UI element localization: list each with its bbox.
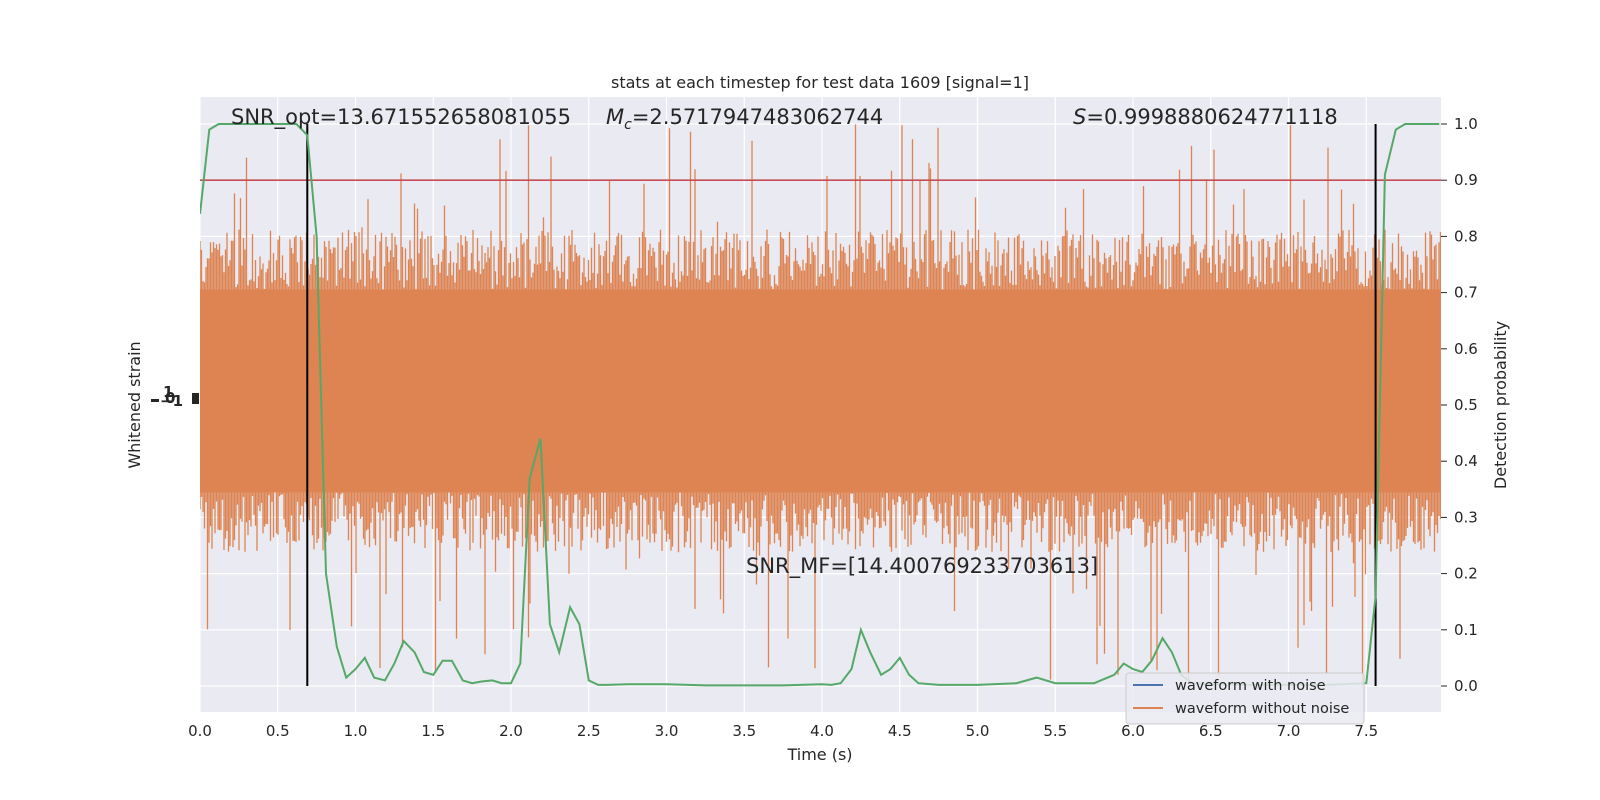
snr-mf-annotation: SNR_MF=[14.400769233703613] xyxy=(746,554,1098,579)
y-right-tick-label: 0.8 xyxy=(1454,227,1478,245)
x-tick-label: 6.5 xyxy=(1199,722,1223,740)
x-tick-label: 2.0 xyxy=(499,722,523,740)
y-right-tick-label: 0.6 xyxy=(1454,340,1478,358)
detection-probability-line xyxy=(200,123,1440,687)
x-tick-label: 1.0 xyxy=(344,722,368,740)
y-right-tick-label: 0.0 xyxy=(1454,677,1478,695)
snr-opt-annotation: SNR_opt=13.671552658081055 xyxy=(231,105,571,130)
x-tick-label: 4.5 xyxy=(888,722,912,740)
svg-text:0: 0 xyxy=(165,389,175,407)
y-right-tick-label: 1.0 xyxy=(1454,115,1478,133)
y-right-tick-label: 0.9 xyxy=(1454,171,1478,189)
statistic-annotation: S=0.9998880624771118 xyxy=(1073,105,1338,129)
left-axis-ticks-cluster: −1 0 1 xyxy=(151,383,199,410)
x-tick-label: 0.5 xyxy=(266,722,290,740)
legend-label-with-noise: waveform with noise xyxy=(1175,678,1326,694)
x-tick-label: 5.5 xyxy=(1043,722,1067,740)
y-right-axis-label: Detection probability xyxy=(1491,321,1510,489)
svg-text:1: 1 xyxy=(163,383,173,401)
x-tick-label: 4.0 xyxy=(810,722,834,740)
x-axis-label: Time (s) xyxy=(786,745,852,764)
y-right-axis-ticks: 0.0 0.1 0.2 0.3 0.4 0.5 0.6 0.7 0.8 0.9 1.0 xyxy=(1441,115,1478,695)
x-tick-label: 5.0 xyxy=(966,722,990,740)
legend-label-without-noise: waveform without noise xyxy=(1175,701,1349,717)
x-tick-label: 7.0 xyxy=(1277,722,1301,740)
y-right-tick-label: 0.3 xyxy=(1454,508,1478,526)
x-tick-label: 0.0 xyxy=(188,722,212,740)
x-axis-ticks: 0.0 0.5 1.0 1.5 2.0 2.5 3.0 3.5 4.0 4.5 5.0 5.5 6.0 6… xyxy=(188,722,1378,740)
y-left-axis-label: Whitened strain xyxy=(125,341,144,468)
chirp-mass-annotation: Mc=2.5717947483062744 xyxy=(606,105,883,133)
legend-box xyxy=(1125,672,1365,725)
x-tick-label: 7.5 xyxy=(1354,722,1378,740)
y-right-tick-label: 0.4 xyxy=(1454,452,1478,470)
waveform-without-noise-series xyxy=(200,124,1441,686)
x-tick-label: 6.0 xyxy=(1121,722,1145,740)
y-right-tick-label: 0.2 xyxy=(1454,565,1478,583)
svg-text:−1: −1 xyxy=(160,392,183,410)
y-right-tick-label: 0.1 xyxy=(1454,621,1478,639)
x-tick-label: 3.0 xyxy=(655,722,679,740)
x-tick-label: 2.5 xyxy=(577,722,601,740)
chart-title: stats at each timestep for test data 160… xyxy=(611,73,1029,92)
x-tick-label: 1.5 xyxy=(421,722,445,740)
legend: waveform with noise waveform without noi… xyxy=(1125,672,1365,725)
y-right-tick-label: 0.5 xyxy=(1454,396,1478,414)
x-tick-label: 3.5 xyxy=(732,722,756,740)
waveform-spikes xyxy=(200,124,1441,686)
y-right-tick-label: 0.7 xyxy=(1454,284,1478,302)
